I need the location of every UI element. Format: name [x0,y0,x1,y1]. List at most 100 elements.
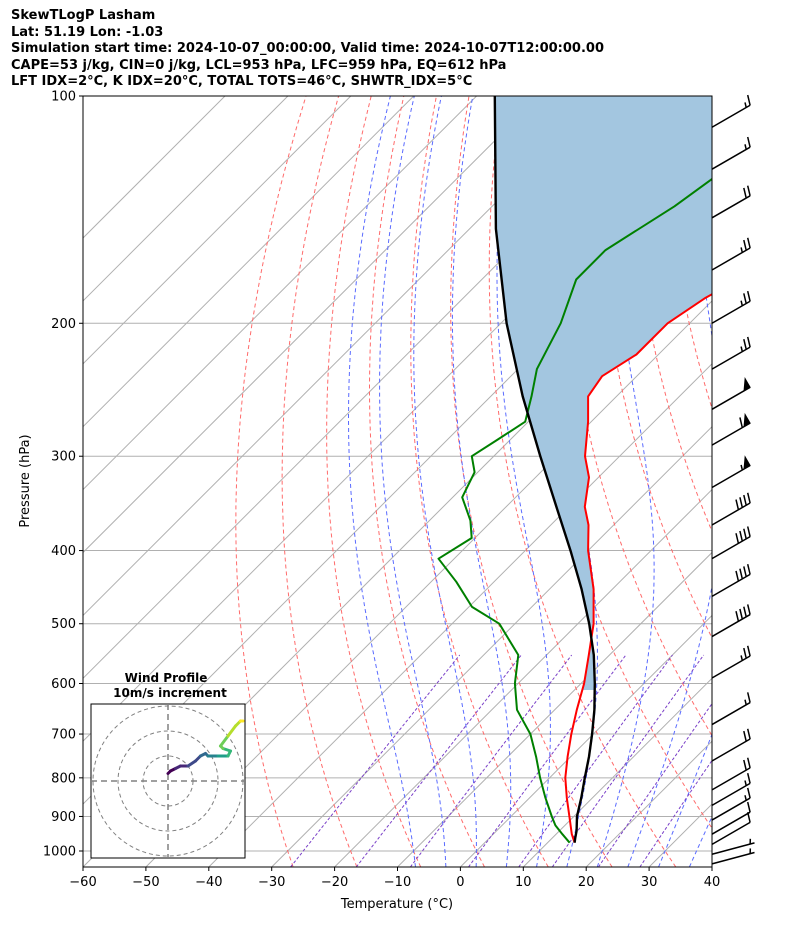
header-times: Simulation start time: 2024-10-07_00:00:… [11,41,604,57]
dry-adiabat-line [235,96,307,867]
wind-barb [711,787,751,821]
y-tick-label: 500 [51,617,76,632]
axes: Temperature (°C) Pressure (hPa) −60 −50 −4… [18,90,720,913]
moist-adiabat-line [496,96,551,867]
mixing-ratio-line [355,654,522,867]
wind-barb [711,838,755,855]
hodograph-segment [186,759,197,768]
header-location: Lat: 51.19 Lon: -1.03 [11,24,164,40]
hodograph-subtitle: 10m/s increment [113,686,227,700]
y-tick-label: 800 [51,771,76,786]
wind-barb [711,136,751,170]
x-tick-label: −30 [258,875,285,890]
x-tick-label: 20 [578,875,595,890]
wind-barb [711,848,755,865]
wind-barb [711,94,751,128]
isotherm-line [83,96,415,428]
wind-barb [711,526,751,560]
dry-adiabat-line [410,96,549,867]
mixing-ratio-line [597,702,712,867]
wind-barb [711,564,751,598]
wind-barb [711,377,751,410]
wind-barb [711,237,751,271]
wind-barb [711,801,751,835]
x-tick-label: −10 [384,875,411,890]
y-tick-label: 600 [51,677,76,692]
moist-adiabat-line [627,96,712,867]
header-index-stats: LFT IDX=2°C, K IDX=20°C, TOTAL TOTS=46°C… [11,74,473,90]
wind-barb [711,692,751,726]
dry-adiabat-line [730,96,794,867]
isotherm-line [83,96,289,302]
isotherm-line [271,425,712,867]
isotherm-line [83,96,477,491]
wind-barb [711,728,751,762]
isotherm-line [711,866,712,867]
hodograph-plot [91,704,245,858]
isotherm-line [83,96,352,365]
wind-barb [711,604,751,638]
x-tick-label: 30 [641,875,658,890]
isotherm-line [522,677,712,867]
moist-adiabat-line [658,732,712,867]
dewpoint-line [437,177,712,844]
dry-adiabat-line [631,96,712,533]
temperature-line [564,293,712,844]
dry-adiabat-line [326,96,422,867]
y-tick-label: 300 [51,450,76,465]
wind-barb [711,773,751,806]
isotherm-line [145,300,712,867]
moist-adiabat-line [596,96,655,867]
x-tick-label: −20 [321,875,348,890]
header-cape-stats: CAPE=53 j/kg, CIN=0 j/kg, LCL=953 hPa, L… [11,57,507,73]
isotherm-line [460,614,712,867]
x-tick-label: 40 [704,875,721,890]
wind-barb [711,757,751,791]
header-title: SkewTLogP Lasham [11,8,156,23]
dry-adiabat-line [450,96,613,867]
background-grid [83,96,794,867]
moist-adiabat-line [379,96,447,867]
x-tick-label: 10 [515,875,532,890]
y-tick-label: 400 [51,544,76,559]
mixing-ratio-line [468,654,627,867]
mixing-ratio-line [639,759,712,867]
dry-adiabat-line [369,96,485,867]
mixing-ratio-line [409,654,573,867]
isotherm-line [83,96,226,239]
wind-barb [711,185,751,219]
cape-area [494,96,712,690]
wind-barb [711,492,751,526]
wind-barb [711,336,751,370]
sounding-lines [437,96,712,844]
wind-barb [711,290,751,324]
dry-adiabat-line [281,96,358,867]
hodograph-title: Wind Profile [125,671,208,685]
chart-header: SkewTLogP Lasham Lat: 51.19 Lon: -1.03 S… [11,8,604,91]
y-axis-label: Pressure (hPa) [18,434,33,527]
y-tick-label: 700 [51,728,76,743]
hodograph-inset: Wind Profile 10m/s increment [90,671,246,859]
y-tick-label: 100 [51,90,76,105]
parcel-line [493,96,596,843]
y-tick-label: 1000 [43,845,76,860]
x-axis-label: Temperature (°C) [340,897,453,912]
moist-adiabat-line [413,96,477,867]
y-tick-label: 900 [51,810,76,825]
isotherm-line [208,363,712,867]
moist-adiabat-line [451,96,512,867]
isotherm-line [83,96,603,617]
hodograph-ring [117,730,219,832]
hodograph-segment [219,734,230,748]
hodograph-segment [226,724,237,738]
isotherm-line [397,551,712,867]
y-tick-label: 200 [51,317,76,332]
wind-barb [711,455,751,489]
isotherm-line [334,488,712,867]
wind-barb [711,645,751,679]
x-tick-label: −40 [195,875,222,890]
x-tick-label: −50 [132,875,159,890]
moist-adiabat-line [348,96,416,867]
dry-adiabat-line [762,96,794,867]
